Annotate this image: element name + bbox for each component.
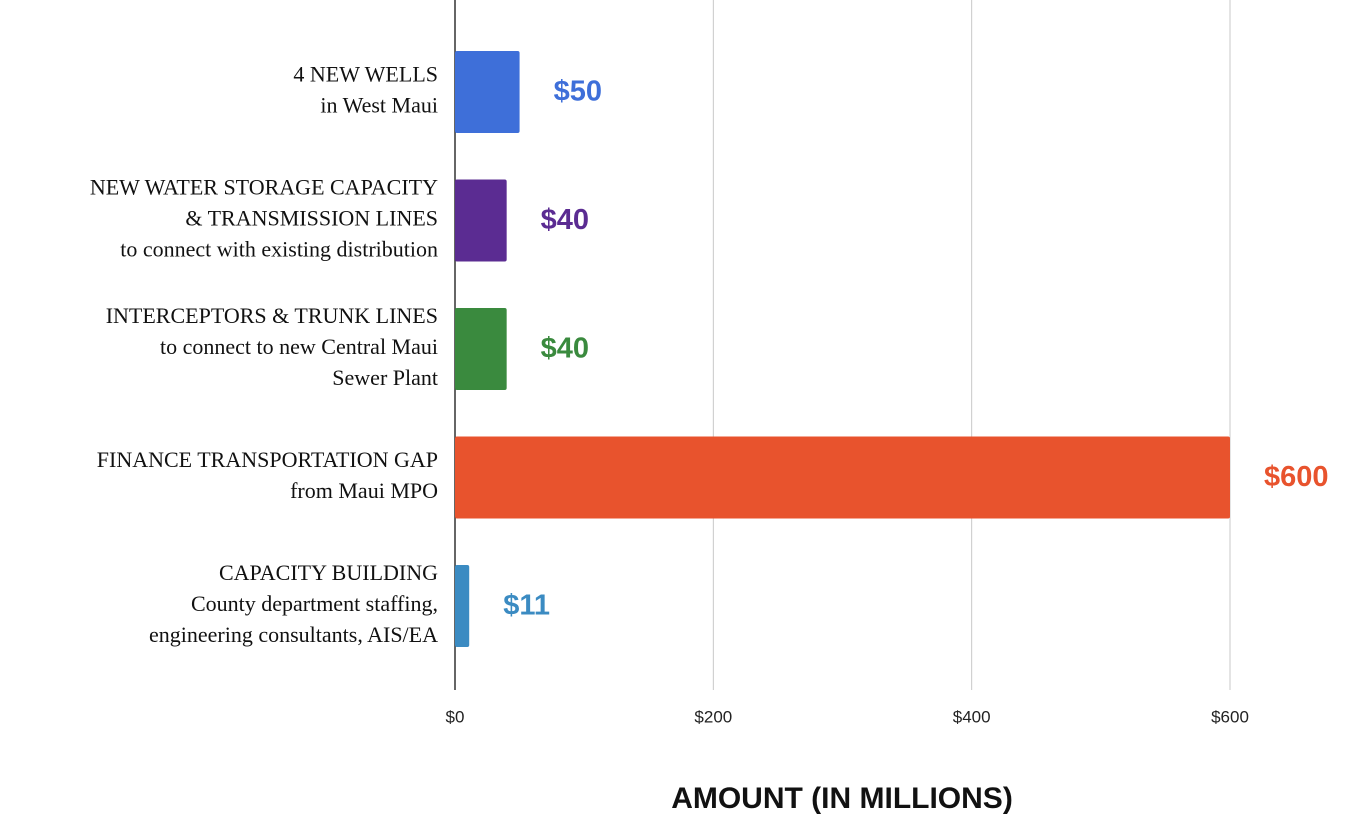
x-tick-label: $400 [953, 707, 991, 726]
value-label: $40 [541, 333, 589, 365]
category-label: NEW WATER STORAGE CAPACITY [90, 175, 438, 200]
bar [455, 51, 520, 133]
bar [455, 565, 470, 647]
bar [455, 436, 1230, 519]
category-label: engineering consultants, AIS/EA [149, 622, 438, 647]
category-label: in West Maui [320, 93, 438, 118]
value-label: $11 [503, 590, 550, 622]
x-axis-label: AMOUNT (IN MILLIONS) [671, 782, 1013, 815]
category-label: to connect to new Central Maui [160, 334, 438, 359]
value-label: $40 [541, 204, 589, 236]
category-label: FINANCE TRANSPORTATION GAP [97, 447, 438, 472]
x-tick-label: $0 [446, 707, 465, 726]
bar [455, 308, 507, 390]
category-label: 4 NEW WELLS [293, 62, 438, 87]
category-label: from Maui MPO [290, 478, 438, 503]
category-label: & TRANSMISSION LINES [185, 206, 438, 231]
category-label: Sewer Plant [332, 365, 438, 390]
x-tick-label: $200 [694, 707, 732, 726]
x-tick-label: $600 [1211, 707, 1249, 726]
category-label: County department staffing, [191, 591, 438, 616]
category-label: INTERCEPTORS & TRUNK LINES [106, 303, 438, 328]
category-label: CAPACITY BUILDING [219, 560, 438, 585]
category-label: to connect with existing distribution [120, 237, 438, 262]
value-label: $50 [554, 76, 602, 108]
bar [455, 179, 507, 262]
value-label: $600 [1264, 461, 1329, 493]
